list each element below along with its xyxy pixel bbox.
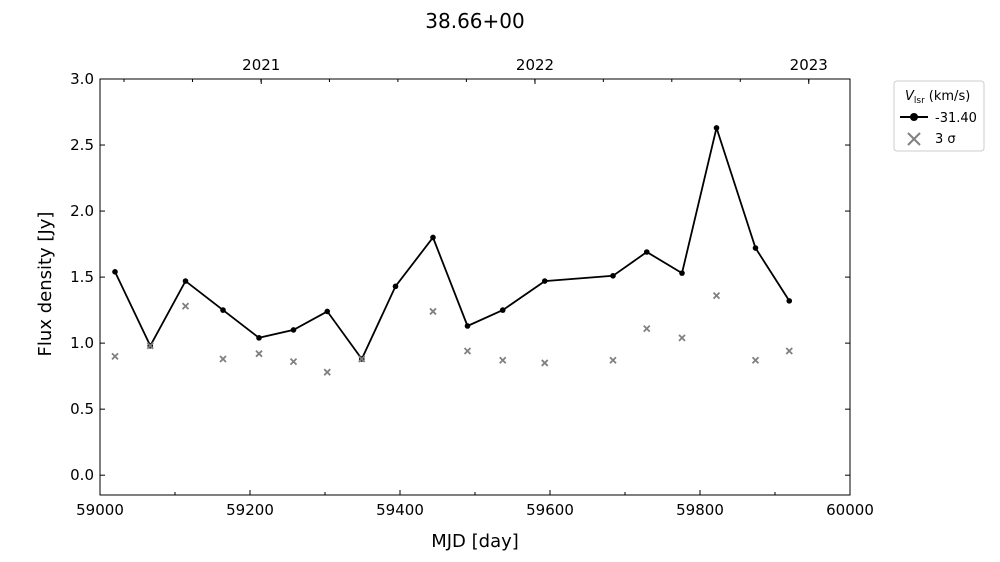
x-axis-label: MJD [day] bbox=[431, 531, 519, 552]
legend-title-unit: (km/s) bbox=[929, 89, 971, 104]
data-point bbox=[220, 307, 226, 313]
data-point bbox=[464, 323, 471, 329]
sigma-point bbox=[289, 357, 298, 366]
sigma-point bbox=[712, 291, 721, 300]
legend-title-sub: lsr bbox=[914, 96, 925, 106]
sigma-point-stroke bbox=[255, 350, 263, 358]
data-point bbox=[713, 125, 720, 131]
y-tick-label: 1.0 bbox=[70, 334, 94, 352]
sigma-point-stroke bbox=[541, 359, 549, 367]
data-point bbox=[643, 249, 650, 255]
data-point bbox=[256, 335, 262, 341]
data-point bbox=[610, 272, 616, 279]
x-tick-label: 59200 bbox=[226, 501, 274, 519]
data-point bbox=[392, 283, 399, 290]
sigma-point bbox=[181, 302, 190, 310]
sigma-point bbox=[255, 350, 263, 358]
sigma-point bbox=[499, 356, 507, 364]
legend-box bbox=[893, 80, 985, 152]
legend-entry-sigma: 3 σ bbox=[935, 132, 956, 147]
sigma-point bbox=[678, 334, 686, 342]
legend-x-marker bbox=[907, 132, 921, 146]
data-point bbox=[290, 327, 297, 333]
sigma-point-stroke bbox=[181, 302, 190, 310]
sigma-point-stroke bbox=[146, 342, 154, 350]
series-line bbox=[114, 124, 791, 361]
x-tick-label: 60000 bbox=[826, 501, 874, 519]
data-point bbox=[182, 278, 189, 284]
sigma-point-stroke bbox=[678, 334, 686, 342]
top-tick-label: 2023 bbox=[790, 56, 828, 74]
sigma-point bbox=[219, 355, 227, 363]
sigma-point-stroke bbox=[712, 291, 721, 300]
sigma-point-stroke bbox=[609, 356, 617, 364]
sigma-point bbox=[609, 356, 617, 364]
sigma-point-stroke bbox=[643, 324, 651, 333]
data-point bbox=[786, 298, 793, 304]
sigma-point-stroke bbox=[499, 356, 507, 364]
top-date-axis: 2021 2022 2023 bbox=[123, 56, 828, 84]
data-point bbox=[541, 278, 548, 284]
sigma-point bbox=[643, 324, 651, 333]
top-tick-label: 2021 bbox=[242, 56, 280, 74]
sigma-point-stroke bbox=[785, 347, 793, 355]
y-tick-label: 2.0 bbox=[70, 202, 94, 220]
y-tick-label: 2.5 bbox=[70, 136, 94, 154]
data-point bbox=[752, 245, 759, 251]
data-point bbox=[679, 270, 685, 276]
sigma-point bbox=[751, 356, 760, 364]
top-tick-label: 2022 bbox=[516, 56, 554, 74]
data-point bbox=[324, 308, 331, 315]
sigma-point-stroke bbox=[429, 307, 437, 316]
plot-series bbox=[111, 124, 793, 376]
data-point bbox=[112, 269, 118, 275]
sigma-point bbox=[323, 368, 331, 376]
sigma-point-stroke bbox=[219, 355, 227, 363]
x-tick-label: 59800 bbox=[676, 501, 724, 519]
sigma-point-stroke bbox=[463, 347, 472, 355]
legend-entry-series: -31.40 bbox=[935, 111, 977, 126]
sigma-point-stroke bbox=[323, 368, 331, 376]
x-axis: 59000 59200 59400 59600 59800 60000 bbox=[76, 490, 874, 519]
sigma-point-stroke bbox=[289, 357, 298, 366]
y-tick-label: 0.0 bbox=[70, 466, 94, 484]
legend-line-marker-dot bbox=[910, 113, 918, 121]
plot-area-frame bbox=[99, 78, 851, 496]
y-tick-label: 0.5 bbox=[70, 400, 94, 418]
sigma-point bbox=[146, 342, 154, 350]
data-point bbox=[430, 234, 436, 241]
sigma-point bbox=[111, 352, 119, 360]
sigma-point-stroke bbox=[358, 355, 366, 363]
sigma-point bbox=[463, 347, 472, 355]
y-tick-label: 1.5 bbox=[70, 268, 94, 286]
sigma-point bbox=[541, 359, 549, 367]
sigma-point-stroke bbox=[751, 356, 760, 364]
x-tick-label: 59600 bbox=[526, 501, 574, 519]
x-tick-label: 59000 bbox=[76, 501, 124, 519]
y-axis: 0.0 0.5 1.0 1.5 2.0 2.5 3.0 bbox=[70, 70, 850, 484]
sigma-point bbox=[429, 307, 437, 316]
legend: Vlsr (km/s) -31.40 3 σ bbox=[893, 80, 985, 152]
sigma-point bbox=[785, 347, 793, 355]
legend-title: Vlsr (km/s) bbox=[905, 89, 970, 106]
data-point bbox=[499, 307, 506, 313]
sigma-point bbox=[358, 355, 366, 363]
legend-title-main: V bbox=[905, 89, 915, 104]
x-tick-label: 59400 bbox=[376, 501, 424, 519]
y-tick-label: 3.0 bbox=[70, 70, 94, 88]
chart-title: 38.66+00 bbox=[425, 9, 524, 33]
sigma-point-stroke bbox=[111, 352, 119, 360]
y-axis-label: Flux density [Jy] bbox=[35, 212, 56, 357]
